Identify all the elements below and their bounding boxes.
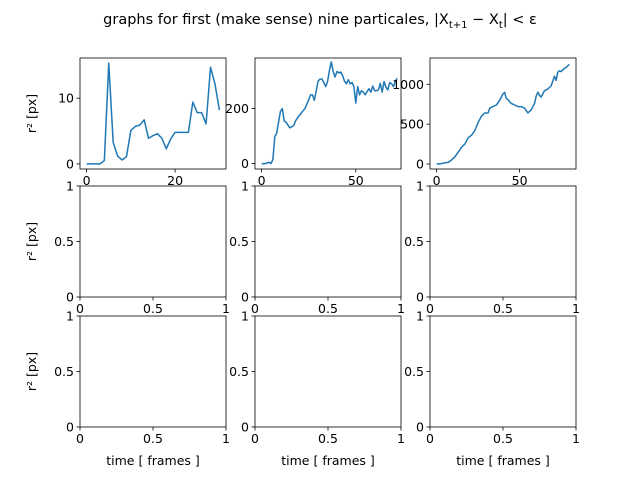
axes-background xyxy=(80,58,226,169)
y-tick-label: 0.5 xyxy=(229,364,249,379)
y-tick-label: 1 xyxy=(241,309,249,324)
x-tick-label: 0 xyxy=(426,431,434,446)
y-tick-label: 1 xyxy=(241,179,249,194)
x-tick-label: 50 xyxy=(512,173,528,188)
subplot-3-2: 0 0.5 1 0 0.5 1 time [ frames ] xyxy=(229,309,405,469)
y-tick-label: 1 xyxy=(416,309,424,324)
subplot-1-1: 0 20 0 10 r² [px] xyxy=(24,57,227,188)
subplot-2-2: 0 0.5 1 0 0.5 1 xyxy=(229,179,405,317)
x-tick-label: 0 xyxy=(251,301,259,316)
axes-background xyxy=(430,186,576,297)
x-tick-label: 0.5 xyxy=(318,431,338,446)
y-tick-label: 0 xyxy=(416,290,424,305)
x-tick-label: 50 xyxy=(348,173,364,188)
axes-background xyxy=(430,316,576,427)
y-axis-label: r² [px] xyxy=(24,222,39,261)
y-tick-label: 0.5 xyxy=(229,234,249,249)
y-tick-label: 0 xyxy=(66,420,74,435)
x-tick-label: 0 xyxy=(426,301,434,316)
subplot-3-1: 0 0.5 1 0 0.5 1 r² [px] time [ frames ] xyxy=(24,309,230,469)
x-axis-label: time [ frames ] xyxy=(281,453,375,468)
x-tick-label: 0.5 xyxy=(143,301,163,316)
y-tick-label: 1000 xyxy=(392,77,424,92)
axes-background xyxy=(255,316,401,427)
y-axis-label: r² [px] xyxy=(24,94,39,133)
x-tick-label: 1 xyxy=(572,301,580,316)
axes-frame xyxy=(79,57,227,170)
y-tick-label: 0 xyxy=(66,156,74,171)
data-series-line xyxy=(436,63,570,165)
y-tick-label: 0 xyxy=(241,420,249,435)
y-tick-label: 0 xyxy=(416,156,424,171)
data-series-line xyxy=(261,61,398,165)
y-tick-label: 0 xyxy=(66,290,74,305)
x-tick-label: 1 xyxy=(397,431,405,446)
y-tick-label: 200 xyxy=(225,101,249,116)
axes-background xyxy=(80,186,226,297)
y-tick-label: 1 xyxy=(66,309,74,324)
y-tick-label: 500 xyxy=(400,117,424,132)
axes-background xyxy=(430,58,576,169)
x-tick-label: 1 xyxy=(222,301,230,316)
y-tick-label: 0 xyxy=(241,156,249,171)
subplot-3-3: 0 0.5 1 0 0.5 1 time [ frames ] xyxy=(404,309,580,469)
y-tick-label: 0.5 xyxy=(404,234,424,249)
subplot-2-1: 0 0.5 1 0 0.5 1 r² [px] xyxy=(24,179,230,317)
y-tick-label: 0.5 xyxy=(54,364,74,379)
y-tick-label: 10 xyxy=(58,91,74,106)
x-tick-label: 1 xyxy=(572,431,580,446)
x-tick-label: 0.5 xyxy=(493,431,513,446)
x-tick-label: 0 xyxy=(258,173,266,188)
x-axis-label: time [ frames ] xyxy=(106,453,200,468)
x-tick-label: 0.5 xyxy=(143,431,163,446)
y-tick-label: 0 xyxy=(241,290,249,305)
subplot-2-3: 0 0.5 1 0 0.5 1 xyxy=(404,179,580,317)
axes-background xyxy=(80,316,226,427)
y-tick-label: 1 xyxy=(66,179,74,194)
x-tick-label: 20 xyxy=(167,173,183,188)
y-tick-label: 1 xyxy=(416,179,424,194)
x-axis-label: time [ frames ] xyxy=(456,453,550,468)
y-tick-label: 0.5 xyxy=(404,364,424,379)
y-tick-label: 0 xyxy=(416,420,424,435)
axes-frame xyxy=(429,57,577,170)
y-tick-label: 0.5 xyxy=(54,234,74,249)
x-tick-label: 0 xyxy=(433,173,441,188)
axes-background xyxy=(255,186,401,297)
y-axis-label: r² [px] xyxy=(24,352,39,391)
axes-frame xyxy=(254,57,402,170)
x-tick-label: 0 xyxy=(76,301,84,316)
data-series-line xyxy=(86,62,221,165)
x-tick-label: 0 xyxy=(251,431,259,446)
subplot-1-2: 0 50 0 200 xyxy=(225,57,402,188)
x-tick-label: 0 xyxy=(76,431,84,446)
figure-title: graphs for first (make sense) nine parti… xyxy=(103,12,537,31)
x-tick-label: 1 xyxy=(397,301,405,316)
x-tick-label: 1 xyxy=(222,431,230,446)
x-tick-label: 0.5 xyxy=(318,301,338,316)
x-tick-label: 0 xyxy=(83,173,91,188)
x-tick-label: 0.5 xyxy=(493,301,513,316)
